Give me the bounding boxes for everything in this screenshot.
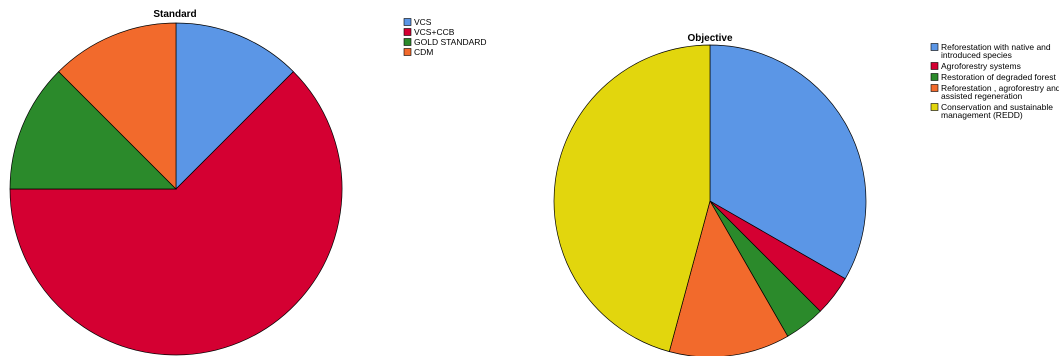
legend-label: Reforestation with native and introduced …	[941, 42, 1051, 60]
standard-chart-title: Standard	[153, 9, 196, 20]
legend-item-vcs: VCS	[403, 17, 432, 27]
legend-item-gold-standard: GOLD STANDARD	[403, 37, 487, 47]
legend-swatch	[930, 62, 939, 70]
pie-slice-vcs	[175, 22, 294, 190]
legend-label-line: Agroforestry systems	[941, 61, 1021, 71]
legend-item-reforestation-with-native-and-introduced-species: Reforestation with native and introduced …	[930, 42, 1051, 60]
standard-pie-chart: Standard VCS VCS+CCB GOLD STANDARD CDM	[9, 9, 487, 356]
legend-label-line: assisted regeneration	[941, 91, 1023, 101]
legend-label: Conservation and sustainable management (…	[941, 102, 1053, 120]
legend-item-restoration-of-degraded-forest: Restoration of degraded forest	[930, 72, 1056, 82]
legend-swatch	[930, 73, 939, 81]
legend-item-conservation-and-sustainable-management-redd: Conservation and sustainable management (…	[930, 102, 1053, 120]
legend-item-reforestation-agroforestry-and-assisted-regeneration: Reforestation , agroforestry and assisted…	[930, 83, 1059, 101]
legend-label-line: management (REDD)	[941, 110, 1023, 120]
pie-slice-conservation-and-sustainable-management-redd	[553, 44, 711, 353]
legend-label: VCS+CCB	[414, 27, 455, 37]
legend-label-line: Restoration of degraded forest	[941, 72, 1056, 82]
legend-swatch	[403, 38, 412, 46]
objective-pie-svg: Objective Reforestation with native and i…	[553, 33, 1059, 356]
legend-label-line: VCS	[414, 17, 432, 27]
legend-label: CDM	[414, 47, 433, 57]
objective-pie-chart: Objective Reforestation with native and i…	[530, 0, 1059, 356]
objective-chart-title: Objective	[687, 33, 732, 44]
legend-swatch	[403, 18, 412, 26]
legend-swatch	[403, 28, 412, 36]
legend-swatch	[403, 48, 412, 56]
objective-legend: Reforestation with native and introduced …	[930, 42, 1059, 120]
legend-label-line: VCS+CCB	[414, 27, 455, 37]
legend-label: GOLD STANDARD	[414, 37, 487, 47]
legend-swatch	[930, 43, 939, 51]
legend-label-line: CDM	[414, 47, 433, 57]
pie-slice-vcs-ccb	[9, 71, 343, 356]
pie-slice-gold-standard	[9, 71, 177, 190]
legend-item-cdm: CDM	[403, 47, 433, 57]
legend-label-line: Conservation and sustainable	[941, 102, 1053, 112]
legend-label: Agroforestry systems	[941, 61, 1021, 71]
standard-pie-slices	[9, 22, 343, 356]
legend-label-line: introduced species	[941, 50, 1012, 60]
legend-label-line: Reforestation with native and	[941, 42, 1051, 52]
objective-pie-slices	[553, 44, 867, 356]
pie-slice-cdm	[58, 22, 177, 190]
legend-swatch	[930, 84, 939, 92]
legend-label: Reforestation , agroforestry and assisted…	[941, 83, 1059, 101]
legend-label: Restoration of degraded forest	[941, 72, 1056, 82]
legend-item-agroforestry-systems: Agroforestry systems	[930, 61, 1021, 71]
legend-swatch	[930, 103, 939, 111]
pie-slice-reforestation-with-native-and-introduced-species	[709, 44, 867, 280]
legend-label-line: Reforestation , agroforestry and	[941, 83, 1059, 93]
legend-label: VCS	[414, 17, 432, 27]
legend-label-line: GOLD STANDARD	[414, 37, 487, 47]
legend-item-vcs-ccb: VCS+CCB	[403, 27, 455, 37]
